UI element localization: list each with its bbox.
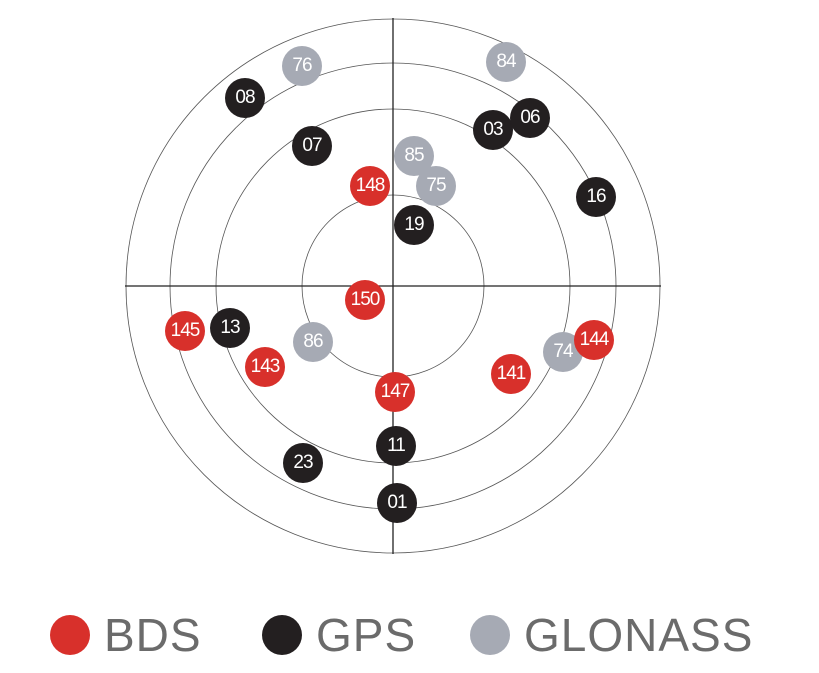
satellite-bds-141: 141 [491,354,531,394]
legend-label: BDS [104,609,202,661]
legend-label: GPS [316,609,417,661]
satellite-glonass-76: 76 [282,46,322,86]
satellite-glonass-86: 86 [293,322,333,362]
satellite-glonass-75: 75 [416,166,456,206]
satellite-gps-19: 19 [394,205,434,245]
legend-glonass: GLONASS [470,608,753,662]
legend-bds: BDS [50,608,202,662]
legend-label: GLONASS [524,609,754,661]
satellite-gps-06: 06 [510,98,550,138]
satellite-bds-143: 143 [245,347,285,387]
satellite-bds-150: 150 [345,280,385,320]
satellite-gps-03: 03 [473,110,513,150]
satellite-gps-23: 23 [283,443,323,483]
bds-dot-icon [50,615,90,655]
gps-dot-icon [262,615,302,655]
satellite-bds-148: 148 [350,166,390,206]
satellite-gps-13: 13 [210,308,250,348]
satellite-gps-07: 07 [292,126,332,166]
satellite-bds-144: 144 [574,320,614,360]
satellite-bds-147: 147 [375,372,415,412]
glonass-dot-icon [470,615,510,655]
satellite-gps-08: 08 [225,78,265,118]
satellite-gps-11: 11 [376,426,416,466]
satellite-gps-01: 01 [377,483,417,523]
satellite-gps-16: 16 [576,177,616,217]
satellite-bds-145: 145 [165,311,205,351]
satellite-glonass-84: 84 [486,42,526,82]
legend-gps: GPS [262,608,416,662]
